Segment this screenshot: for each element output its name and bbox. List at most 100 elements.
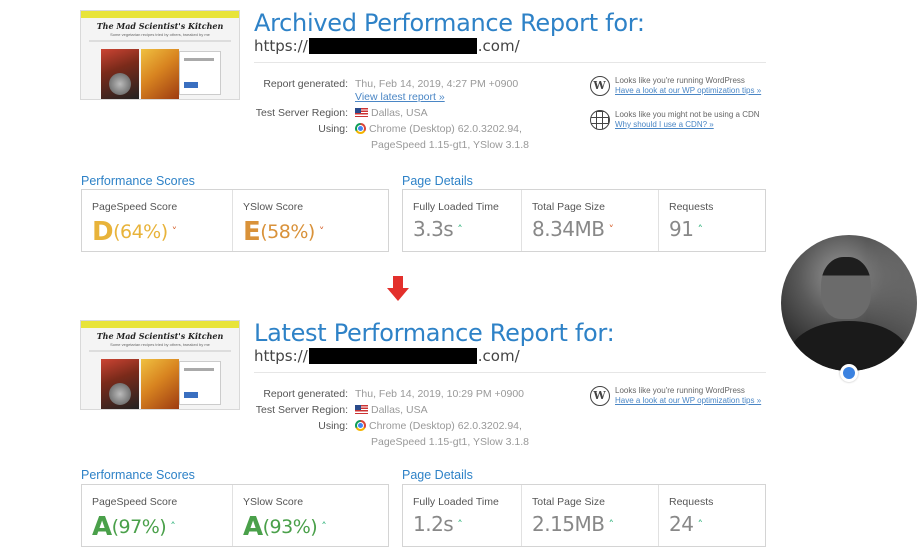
pagespeed-percent: (64%) — [113, 221, 168, 243]
wordpress-icon — [590, 76, 610, 96]
pagespeed-score-cell[interactable]: PageSpeed Score D(64%) ˅ — [82, 190, 233, 251]
report-generated-value: Thu, Feb 14, 2019, 4:27 PM +0900 — [355, 78, 519, 90]
trend-up-icon: ˄ — [697, 223, 703, 236]
region-label: Test Server Region: — [255, 404, 348, 416]
page-size-label: Total Page Size — [532, 496, 605, 508]
cdn-note-text: Looks like you might not be using a CDN — [615, 110, 760, 119]
recommendation-notes: Looks like you're running WordPressHave … — [590, 386, 770, 420]
trend-up-icon: ˄ — [457, 223, 463, 236]
load-time-cell[interactable]: Fully Loaded Time 3.3s ˄ — [403, 190, 522, 251]
us-flag-icon — [355, 108, 368, 117]
us-flag-icon — [355, 405, 368, 414]
url-suffix: .com/ — [477, 37, 520, 55]
wordpress-note: Looks like you're running WordPressHave … — [590, 386, 770, 420]
wp-tips-link[interactable]: Have a look at our WP optimization tips … — [615, 86, 762, 95]
site-thumbnail[interactable]: The Mad Scientist's Kitchen Some vegetar… — [80, 10, 240, 100]
thumbnail-image-2 — [141, 359, 179, 409]
report-title: Latest Performance Report for: — [254, 319, 615, 347]
performance-scores-box: PageSpeed Score A(97%) ˄ YSlow Score A(93… — [81, 484, 389, 547]
thumbnail-nav-line — [89, 350, 231, 352]
report-title: Archived Performance Report for: — [254, 9, 645, 37]
performance-scores-title: Performance Scores — [81, 174, 195, 188]
region-label: Test Server Region: — [255, 107, 348, 119]
verified-badge-icon — [840, 364, 858, 382]
trend-down-icon: ˅ — [318, 225, 325, 238]
yslow-label: YSlow Score — [243, 496, 304, 508]
red-down-arrow-icon — [387, 276, 409, 302]
trend-down-icon: ˅ — [171, 225, 178, 238]
yslow-percent: (93%) — [262, 516, 318, 538]
cdn-note: Looks like you might not be using a CDN W… — [590, 110, 770, 144]
wordpress-note-text: Looks like you're running WordPress — [615, 76, 745, 85]
wordpress-note-text: Looks like you're running WordPress — [615, 386, 745, 395]
page-size-cell[interactable]: Total Page Size 8.34MB ˅ — [522, 190, 659, 251]
pagespeed-grade: D — [92, 217, 114, 247]
report-generated-value: Thu, Feb 14, 2019, 10:29 PM +0900 — [355, 388, 524, 400]
yslow-score-cell[interactable]: YSlow Score A(93%) ˄ — [233, 485, 388, 546]
view-latest-link[interactable]: View latest report » — [355, 91, 445, 103]
yslow-grade: A — [243, 512, 263, 542]
page-size-value: 2.15MB — [532, 512, 605, 536]
thumbnail-top-bar — [81, 321, 239, 328]
site-thumbnail[interactable]: The Mad Scientist's Kitchen Some vegetar… — [80, 320, 240, 410]
trend-up-icon: ˄ — [697, 518, 703, 531]
thumbnail-images — [101, 359, 181, 409]
thumbnail-image-1 — [101, 49, 139, 99]
region-value: Dallas, USA — [371, 107, 428, 119]
wordpress-icon — [590, 386, 610, 406]
wp-tips-link[interactable]: Have a look at our WP optimization tips … — [615, 396, 762, 405]
requests-cell[interactable]: Requests 24 ˄ — [659, 485, 765, 546]
url-redaction — [308, 38, 477, 54]
url-redaction — [308, 348, 477, 364]
load-time-label: Fully Loaded Time — [413, 201, 499, 213]
page-size-cell[interactable]: Total Page Size 2.15MB ˄ — [522, 485, 659, 546]
using-label: Using: — [318, 123, 348, 135]
load-time-label: Fully Loaded Time — [413, 496, 499, 508]
report-url: https:// .com/ — [254, 347, 520, 365]
yslow-score-cell[interactable]: YSlow Score E(58%) ˅ — [233, 190, 388, 251]
requests-label: Requests — [669, 496, 714, 508]
thumbnail-image-1 — [101, 359, 139, 409]
region-value: Dallas, USA — [371, 404, 428, 416]
yslow-label: YSlow Score — [243, 201, 304, 213]
thumbnail-site-title: The Mad Scientist's Kitchen — [96, 21, 224, 31]
globe-icon — [590, 110, 610, 130]
requests-value: 91 — [669, 217, 694, 241]
using-line-1: Chrome (Desktop) 62.0.3202.94, — [369, 123, 522, 135]
author-avatar[interactable] — [781, 235, 917, 371]
page-details-box: Fully Loaded Time 3.3s ˄ Total Page Size … — [402, 189, 766, 252]
report-generated-label: Report generated: — [263, 388, 348, 400]
performance-scores-title: Performance Scores — [81, 468, 195, 482]
chrome-icon — [355, 123, 366, 134]
trend-down-icon: ˅ — [608, 223, 615, 236]
trend-up-icon: ˄ — [457, 518, 463, 531]
thumbnail-site-title: The Mad Scientist's Kitchen — [96, 331, 224, 341]
load-time-cell[interactable]: Fully Loaded Time 1.2s ˄ — [403, 485, 522, 546]
performance-scores-box: PageSpeed Score D(64%) ˅ YSlow Score E(58… — [81, 189, 389, 252]
using-line-2: PageSpeed 1.15-gt1, YSlow 3.1.8 — [371, 139, 530, 151]
report-url: https:// .com/ — [254, 37, 520, 55]
trend-up-icon: ˄ — [170, 520, 176, 533]
page-size-value: 8.34MB — [532, 217, 605, 241]
avatar-body — [789, 321, 909, 371]
using-line-2: PageSpeed 1.15-gt1, YSlow 3.1.8 — [371, 436, 530, 448]
divider — [254, 62, 766, 63]
pagespeed-grade: A — [92, 512, 112, 542]
requests-label: Requests — [669, 201, 714, 213]
info-values: Thu, Feb 14, 2019, 10:29 PM +0900 Dallas… — [355, 386, 585, 450]
pagespeed-score-cell[interactable]: PageSpeed Score A(97%) ˄ — [82, 485, 233, 546]
thumbnail-site-subtitle: Some vegetarian recipes tried by others,… — [110, 342, 210, 347]
requests-cell[interactable]: Requests 91 ˄ — [659, 190, 765, 251]
thumbnail-top-bar — [81, 11, 239, 18]
thumbnail-images — [101, 49, 181, 99]
page-details-title: Page Details — [402, 468, 473, 482]
url-prefix: https:// — [254, 347, 308, 365]
pagespeed-label: PageSpeed Score — [92, 201, 178, 213]
cdn-link[interactable]: Why should I use a CDN? » — [615, 120, 714, 129]
pagespeed-percent: (97%) — [111, 516, 167, 538]
page-details-box: Fully Loaded Time 1.2s ˄ Total Page Size … — [402, 484, 766, 547]
info-values: Thu, Feb 14, 2019, 4:27 PM +0900 View la… — [355, 76, 585, 153]
trend-up-icon: ˄ — [608, 518, 615, 531]
using-label: Using: — [318, 420, 348, 432]
yslow-percent: (58%) — [260, 221, 315, 243]
